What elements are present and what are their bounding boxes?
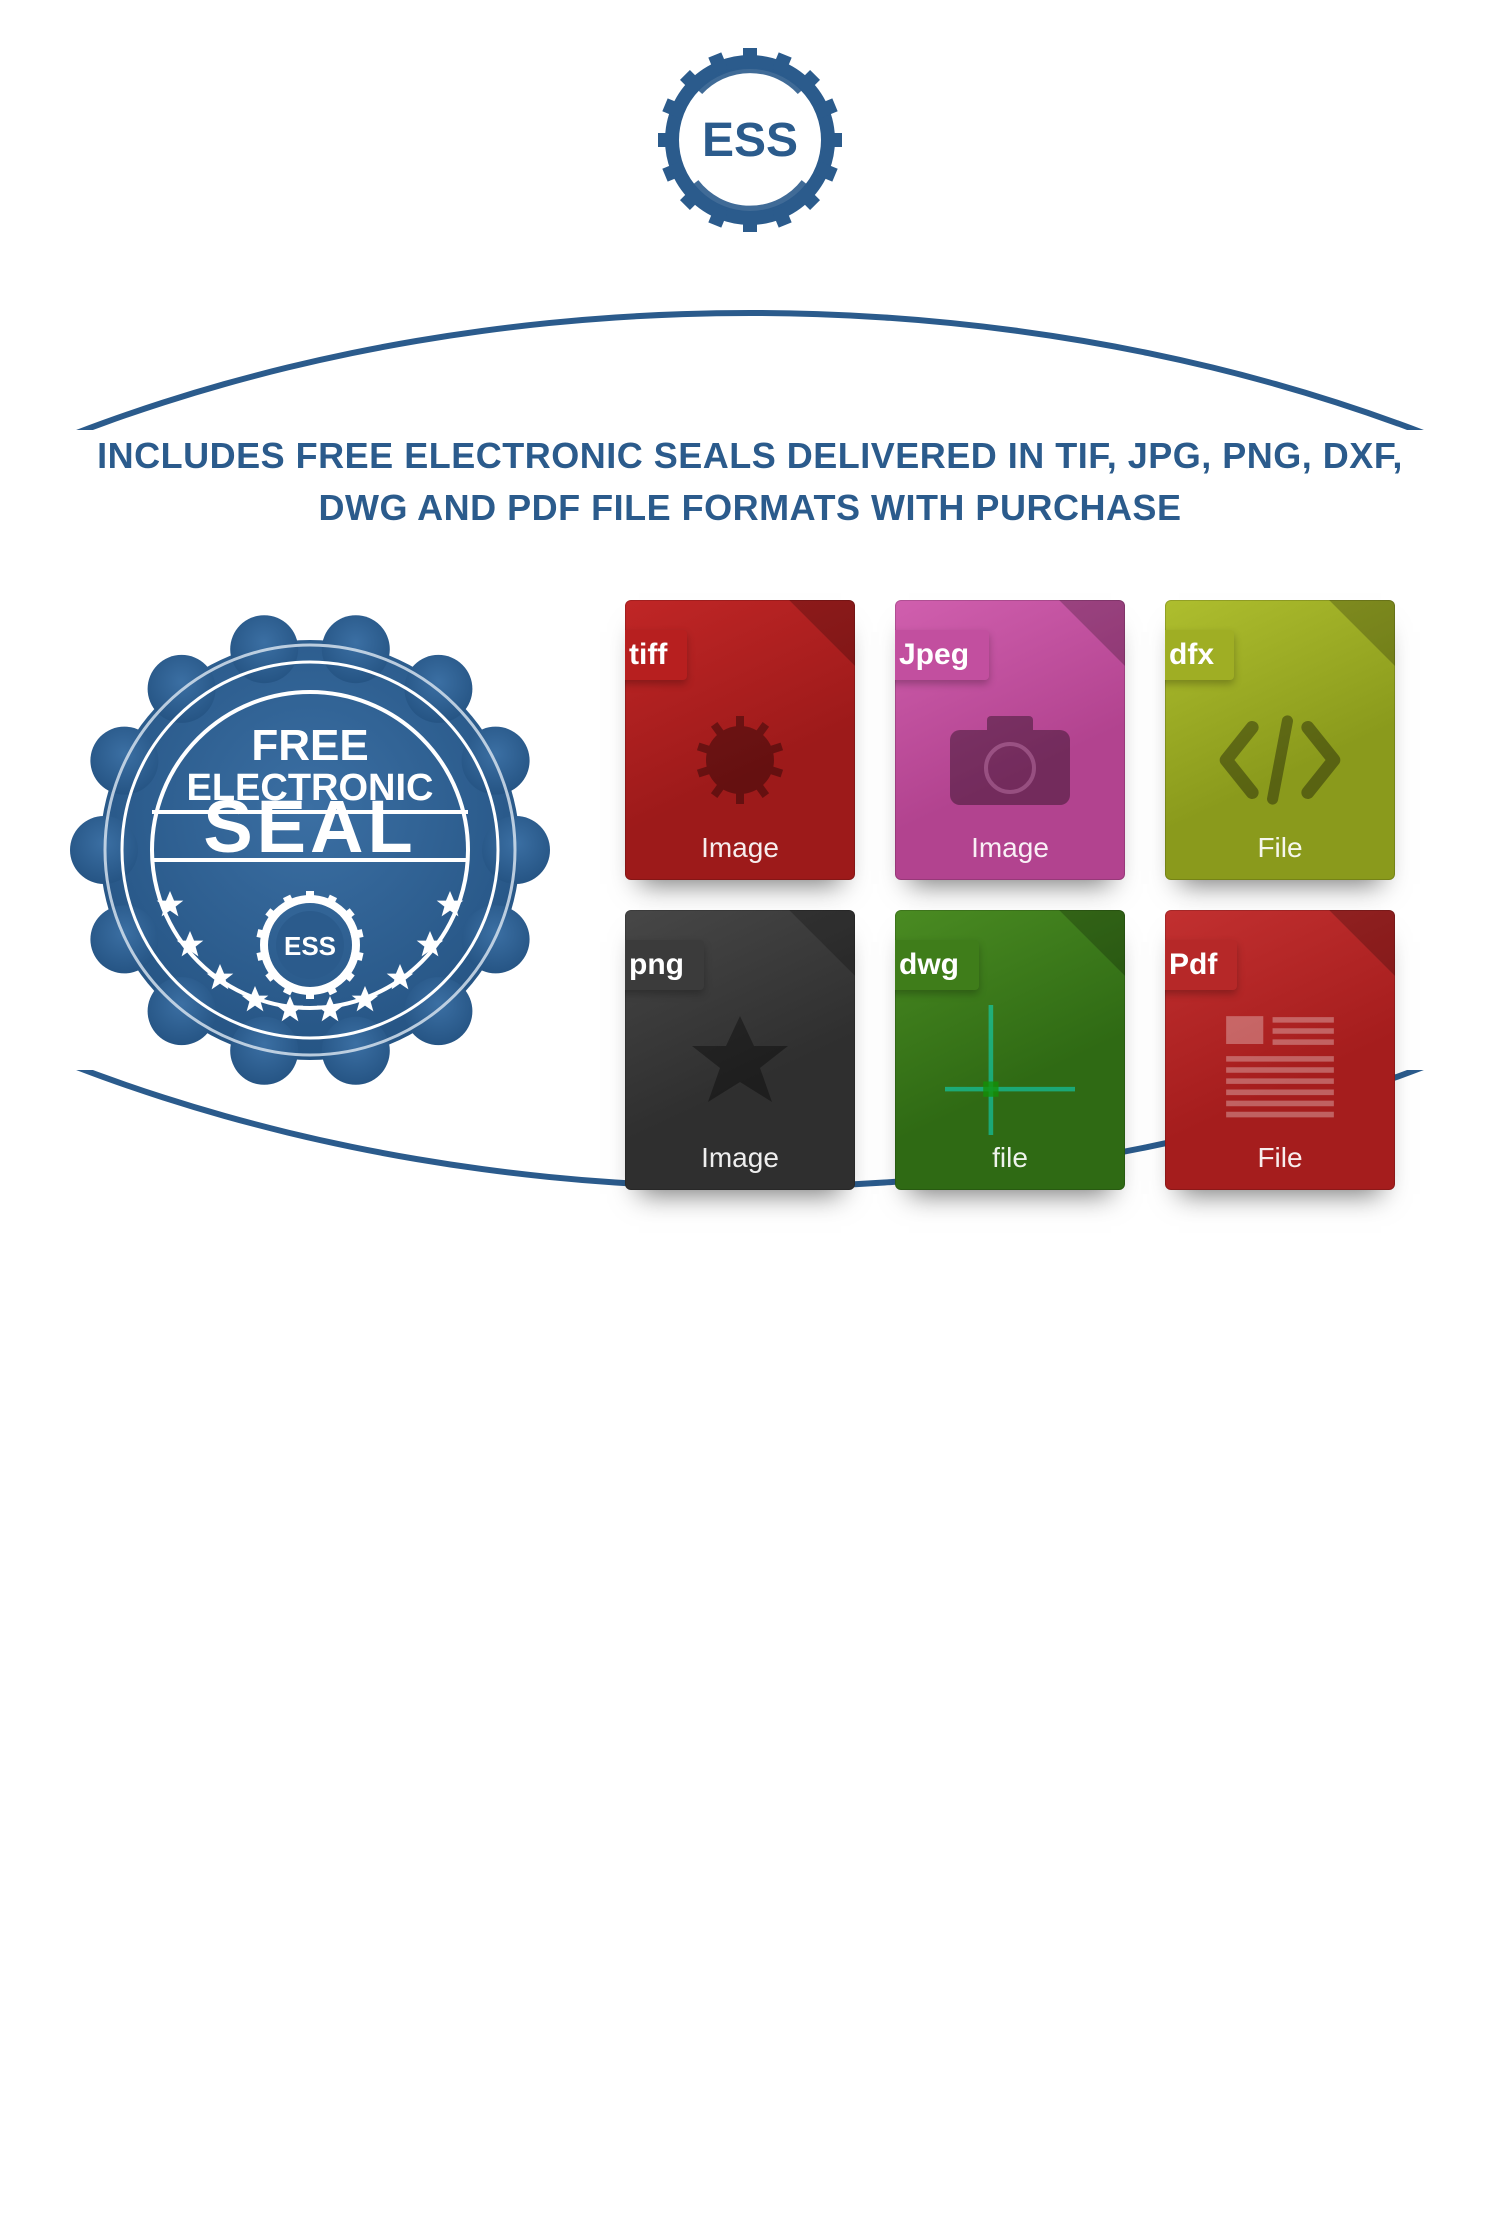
file-caption: Image [625, 832, 855, 864]
crosshair-icon [945, 1005, 1075, 1135]
infographic-canvas: ESS INCLUDES FREE ELECTRONIC SEALS DELIV… [0, 0, 1500, 1500]
file-tab-label: png [625, 940, 704, 990]
content-row: FREE ELECTRONIC SEAL ESS [0, 590, 1500, 1190]
file-icon-dwg: dwg file [895, 910, 1125, 1190]
file-icon-jpeg: Jpeg Image [895, 600, 1125, 880]
page-fold-icon [1059, 600, 1125, 666]
seal-badge-column: FREE ELECTRONIC SEAL ESS [70, 590, 550, 1110]
file-tab-label: dfx [1165, 630, 1234, 680]
file-tab-label: tiff [625, 630, 687, 680]
ess-logo: ESS [640, 20, 860, 265]
page-fold-icon [1329, 600, 1395, 666]
file-caption: File [1165, 832, 1395, 864]
file-icon-tiff: tiff Image [625, 600, 855, 880]
file-tab-label: dwg [895, 940, 979, 990]
page-fold-icon [1329, 910, 1395, 976]
seal-line1: FREE [251, 721, 368, 770]
file-icon-pdf: Pdf File [1165, 910, 1395, 1190]
gear-icon [675, 695, 805, 825]
page-fold-icon [789, 910, 855, 976]
logo-text: ESS [702, 114, 798, 167]
file-icon-png: png Image [625, 910, 855, 1190]
file-caption: Image [625, 1142, 855, 1174]
file-icons-grid: tiff Image Jpeg Image dfx [590, 590, 1430, 1190]
document-icon [1215, 1005, 1345, 1135]
file-caption: file [895, 1142, 1125, 1174]
starburst-icon [675, 1005, 805, 1135]
free-electronic-seal-badge: FREE ELECTRONIC SEAL ESS [70, 590, 550, 1110]
page-fold-icon [1059, 910, 1125, 976]
page-fold-icon [789, 600, 855, 666]
code-icon [1215, 695, 1345, 825]
file-caption: File [1165, 1142, 1395, 1174]
file-caption: Image [895, 832, 1125, 864]
footnote-text: all files are provided as-is [1009, 1353, 1370, 1390]
seal-line3: SEAL [203, 785, 416, 868]
headline-text: INCLUDES FREE ELECTRONIC SEALS DELIVERED… [0, 430, 1500, 534]
camera-icon [945, 695, 1075, 825]
ess-logo-svg: ESS [640, 20, 860, 260]
file-tab-label: Jpeg [895, 630, 989, 680]
seal-inner-logo: ESS [284, 931, 336, 961]
file-tab-label: Pdf [1165, 940, 1237, 990]
file-icon-dfx: dfx File [1165, 600, 1395, 880]
